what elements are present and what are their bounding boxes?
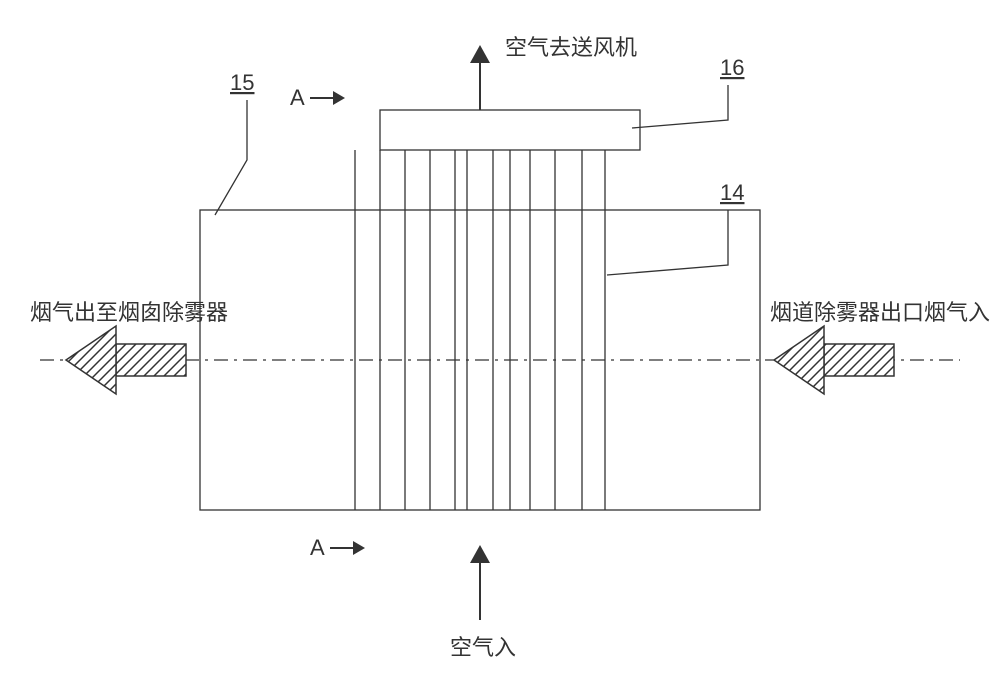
label-air-to-fan: 空气去送风机: [505, 35, 637, 60]
ref-15: 15: [230, 70, 254, 95]
label-flue-gas-out: 烟气出至烟囱除雾器: [30, 300, 228, 325]
label-flue-gas-in: 烟道除雾器出口烟气入: [770, 300, 990, 325]
ref-14: 14: [720, 180, 744, 205]
ref-16: 16: [720, 55, 744, 80]
diagram-canvas: A A 15 16 14 空气去送风机空气入 烟气出至烟囱除雾器 烟道除雾器出口烟气入: [0, 0, 1000, 678]
label-air-in: 空气入: [450, 635, 516, 660]
svg-text:A: A: [290, 85, 305, 110]
svg-text:A: A: [310, 535, 325, 560]
